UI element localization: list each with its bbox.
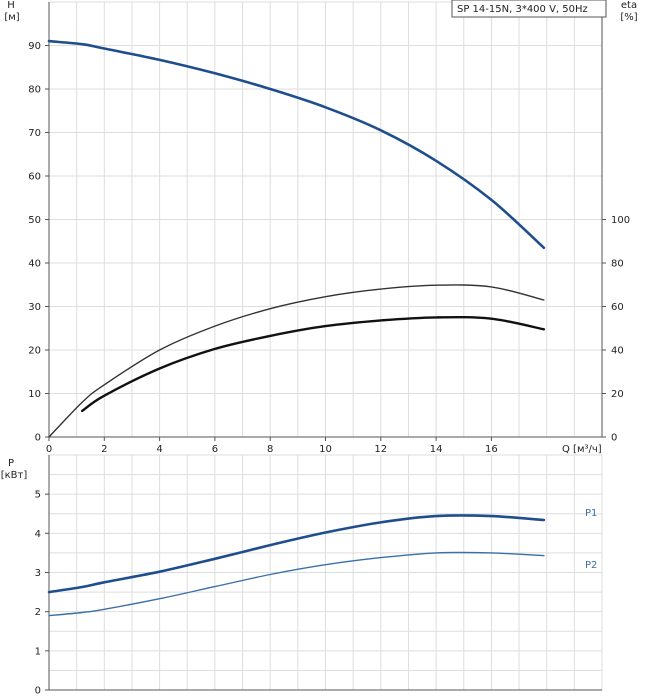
- x-tick-label: 10: [319, 444, 332, 455]
- y-tick-label: 80: [28, 85, 41, 96]
- x-tick-label: 4: [156, 444, 162, 455]
- x-axis-label: Q [м³/ч]: [562, 444, 602, 455]
- y-tick-label: 30: [28, 302, 41, 313]
- y2-tick-label: 80: [611, 259, 624, 270]
- x-tick-label: 12: [374, 444, 387, 455]
- power-y-tick-label: 2: [35, 607, 41, 618]
- y2-tick-label: 100: [611, 215, 630, 226]
- p1-label: P1: [585, 508, 597, 519]
- x-tick-label: 6: [212, 444, 218, 455]
- x-tick-label: 8: [267, 444, 273, 455]
- x-tick-label: 16: [485, 444, 498, 455]
- p1-power-curve: [47, 514, 546, 594]
- x-tick-label: 14: [430, 444, 443, 455]
- p2-power-curve: [48, 551, 545, 617]
- y2-tick-label: 40: [611, 346, 624, 357]
- power-y-tick-label: 1: [35, 646, 41, 657]
- y-tick-label: 60: [28, 172, 41, 183]
- power-y-tick-label: 5: [35, 490, 41, 501]
- power-y-axis-unit: [кВт]: [1, 470, 28, 481]
- p2-label: P2: [585, 560, 597, 571]
- x-tick-label: 0: [46, 444, 52, 455]
- power-y-tick-label: 0: [35, 686, 41, 697]
- y-tick-label: 40: [28, 259, 41, 270]
- y2-tick-label: 20: [611, 389, 624, 400]
- y-tick-label: 10: [28, 389, 41, 400]
- power-y-tick-label: 3: [35, 568, 41, 579]
- head-curve: [47, 39, 546, 250]
- pump-efficiency-curve: [81, 315, 546, 413]
- chart-title: SP 14-15N, 3*400 V, 50Hz: [457, 4, 588, 15]
- y-tick-label: 70: [28, 128, 41, 139]
- y2-axis-unit: [%]: [620, 12, 637, 23]
- y-axis-unit: [м]: [4, 12, 19, 23]
- y-tick-label: 90: [28, 41, 41, 52]
- title-box: [451, 0, 607, 18]
- power-y-tick-label: 4: [35, 529, 41, 540]
- x-tick-label: 2: [101, 444, 107, 455]
- y-tick-label: 0: [35, 433, 41, 444]
- power-y-axis-label: P: [8, 458, 14, 469]
- y-tick-label: 20: [28, 346, 41, 357]
- efficiency-curve: [48, 284, 545, 438]
- y-axis-label: H: [7, 0, 15, 11]
- y2-tick-label: 0: [611, 433, 617, 444]
- y-tick-label: 50: [28, 215, 41, 226]
- y2-tick-label: 60: [611, 302, 624, 313]
- y2-axis-label: eta: [621, 0, 637, 11]
